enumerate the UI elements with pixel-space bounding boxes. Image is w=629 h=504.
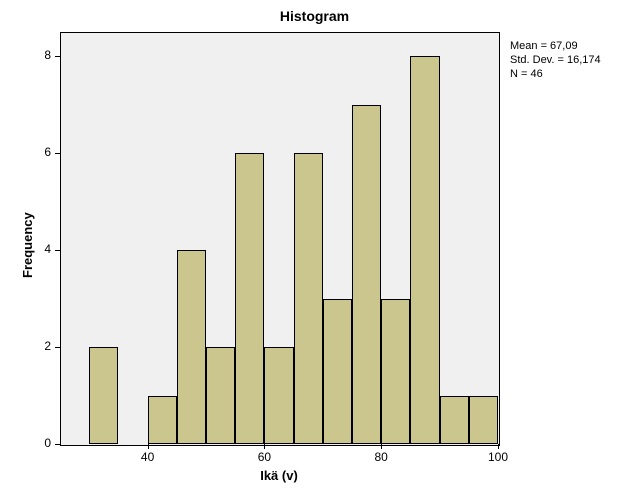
y-tick bbox=[55, 56, 60, 57]
y-tick-label: 2 bbox=[25, 339, 51, 353]
x-tick bbox=[498, 444, 499, 449]
x-tick-label: 100 bbox=[478, 450, 518, 464]
x-tick bbox=[264, 444, 265, 449]
histogram-bar bbox=[148, 396, 177, 444]
chart-title: Histogram bbox=[0, 8, 629, 24]
histogram-bar bbox=[264, 347, 293, 444]
x-tick-label: 60 bbox=[244, 450, 284, 464]
x-axis-label: Ikä (v) bbox=[60, 468, 498, 483]
y-tick bbox=[55, 347, 60, 348]
x-tick-label: 80 bbox=[361, 450, 401, 464]
histogram-bar bbox=[410, 56, 439, 444]
y-tick-label: 8 bbox=[25, 48, 51, 62]
x-tick-label: 40 bbox=[128, 450, 168, 464]
histogram-bar bbox=[177, 250, 206, 444]
x-tick bbox=[148, 444, 149, 449]
histogram-bar bbox=[381, 299, 410, 444]
y-axis-label: Frequency bbox=[20, 212, 35, 278]
y-tick-label: 6 bbox=[25, 145, 51, 159]
x-tick bbox=[381, 444, 382, 449]
y-tick bbox=[55, 250, 60, 251]
stat-n: N = 46 bbox=[510, 68, 601, 82]
stat-std: Std. Dev. = 16,174 bbox=[510, 54, 601, 68]
y-tick bbox=[55, 153, 60, 154]
histogram-bar bbox=[294, 153, 323, 444]
histogram-bar bbox=[323, 299, 352, 444]
summary-stats: Mean = 67,09 Std. Dev. = 16,174 N = 46 bbox=[510, 40, 601, 81]
histogram-bar bbox=[440, 396, 469, 444]
histogram-bar bbox=[89, 347, 118, 444]
histogram-bar bbox=[352, 105, 381, 444]
stat-mean: Mean = 67,09 bbox=[510, 40, 601, 54]
y-tick-label: 0 bbox=[25, 436, 51, 450]
y-tick bbox=[55, 444, 60, 445]
histogram-bar bbox=[206, 347, 235, 444]
histogram-bar bbox=[469, 396, 498, 444]
histogram-bar bbox=[235, 153, 264, 444]
